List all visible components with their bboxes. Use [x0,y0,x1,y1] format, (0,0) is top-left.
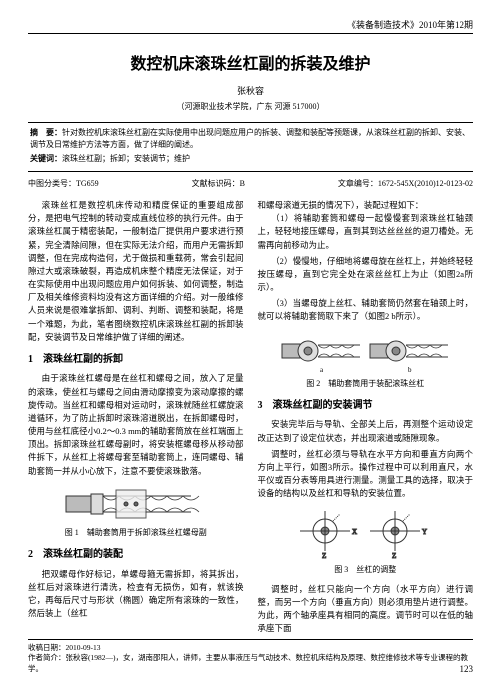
figure-3-svg: X Z Y Z [290,506,440,561]
right-column: 和螺母滚道无损的情况下），装配过程如下： （1）将辅助套筒和螺母一起慢慢套到滚珠… [258,199,474,639]
abstract-row: 摘 要：针对数控机床滚珠丝杠副在实际使用中出现问题应用户的拆装、调整和装配等预题… [30,127,471,151]
keywords-text: 滚珠丝杠副；拆卸；安装调节；维护 [62,154,190,163]
svg-text:Y: Y [422,528,427,536]
figure-3-caption: 图 3 丝杠的调整 [258,564,474,576]
svg-text:a: a [320,366,324,374]
received-date: 收稿日期：2010-09-13 [28,643,473,654]
journal-header: 《装备制造技术》2010年第12期 [28,18,473,34]
author-line: 张秋容 [28,84,473,97]
abstract-text: 针对数控机床滚珠丝杠副在实际使用中出现问题应用户的拆装、调整和装配等预题课，从滚… [30,128,470,149]
section-3-p2: 调整时，丝杠必须与导轨在水平方向和垂直方向两个方向上平行，如图3所示。操作过程中… [258,448,474,501]
doc-code: 文献标识码：B [192,178,245,189]
section-3-p1: 安装完毕后与导轨、全部关上后，再测整个运动设定改正达到了设定位状态，并出现滚道或… [258,418,474,444]
svg-text:X: X [352,528,357,536]
figure-1-svg [61,484,211,524]
abstract-label: 摘 要： [30,128,62,137]
left-column: 滚珠丝杠是数控机床传动和精度保证的重要组成部分，是把电气控制的转动变成直线位移的… [28,199,244,639]
right-p2: （1）将辅助套筒和螺母一起慢慢套到滚珠丝杠轴颈上，轻轻地接压螺母，直到其到达丝丝… [258,212,474,252]
intro-para: 滚珠丝杠是数控机床传动和精度保证的重要组成部分，是把电气控制的转动变成直线位移的… [28,199,244,344]
abstract-box: 摘 要：针对数控机床滚珠丝杠副在实际使用中出现问题应用户的拆装、调整和装配等预题… [28,122,473,172]
right-p4: （3）当螺母旋上丝杠、辅助套筒仍然套在轴颈上时，就可以将辅助套筒取下来了（如图2… [258,297,474,323]
meta-row: 中图分类号：TG659 文献标识码：B 文章编号：1672-545X(2010)… [28,178,473,189]
body-columns: 滚珠丝杠是数控机床传动和精度保证的重要组成部分，是把电气控制的转动变成直线位移的… [28,199,473,639]
right-p3: （2）慢慢地，仔细地将螺母旋在丝杠上，并始终轻轻按压螺母，直到它完全处在滚丝丝杠… [258,255,474,295]
page-number: 123 [460,664,474,674]
paper-title: 数控机床滚珠丝杠副的拆装及维护 [28,50,473,74]
section-1-heading: 1 滚珠丝杠副的拆卸 [28,352,244,368]
section-1-p1: 由于滚珠丝杠螺母是在丝杠和螺母之间，放入了足量的滚珠，使丝杠与螺母之间由滑动摩擦… [28,372,244,477]
figure-2-caption: 图 2 辅助套筒用于装配滚珠丝杠 [258,378,474,390]
article-id: 文章编号：1672-545X(2010)12-0123-02 [338,178,473,189]
journal-name: 《装备制造技术》2010年第12期 [347,20,473,30]
right-p1: 和螺母滚道无损的情况下），装配过程如下： [258,199,474,212]
svg-text:Z: Z [322,552,326,560]
figure-3: X Z Y Z 图 3 丝杠的调整 [258,506,474,576]
keywords-row: 关键词：滚珠丝杠副；拆卸；安装调节；维护 [30,153,471,165]
figure-1: 图 1 辅助套筒用于拆卸滚珠丝杠螺母副 [28,484,244,539]
author-bio: 作者简介：张秋容(1982—)，女，湖南邵阳人，讲师，主要从事液压与气动技术、数… [28,653,473,674]
section-2-heading: 2 滚珠丝杠副的装配 [28,547,244,563]
section-2-p1: 把双螺母作好标记，单螺母箍无需拆卸，将其拆出，丝杠后对滚珠进行清洗，检查有无损伤… [28,568,244,621]
figure-2: a b 图 2 辅助套筒用于装配滚珠丝杠 [258,330,474,390]
affiliation-line: （河源职业技术学院，广东 河源 517000） [28,101,473,112]
svg-text:Z: Z [392,552,396,560]
section-3-p3: 调整时，丝杠只能向一个方向（水平方向）进行调整，而另一个方向（垂直方向）则必须用… [258,583,474,636]
footer: 收稿日期：2010-09-13 作者简介：张秋容(1982—)，女，湖南邵阳人，… [28,639,473,675]
section-3-heading: 3 滚珠丝杠副的安装调节 [258,398,474,414]
figure-2-svg: a b [280,330,450,375]
svg-text:b: b [408,366,412,374]
figure-1-caption: 图 1 辅助套筒用于拆卸滚珠丝杠螺母副 [28,527,244,539]
keywords-label: 关键词： [30,154,62,163]
clc: 中图分类号：TG659 [28,178,99,189]
